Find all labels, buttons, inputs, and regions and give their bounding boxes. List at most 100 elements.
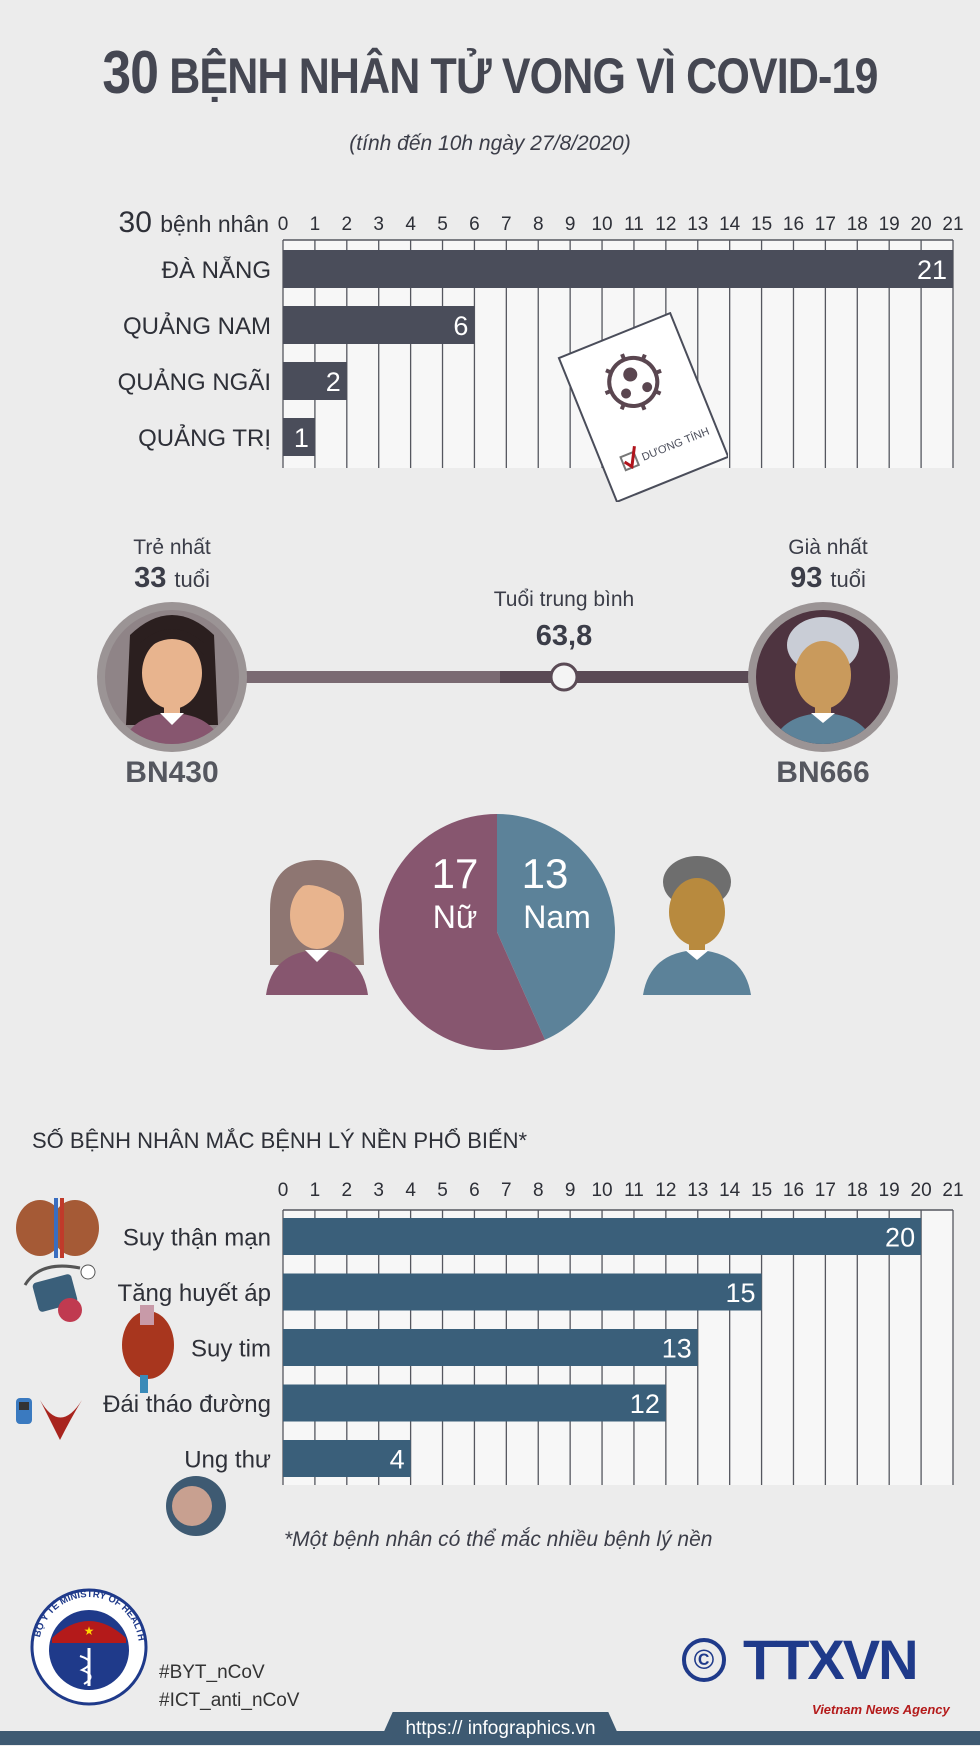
check-icon — [623, 446, 636, 470]
tick-label: 13 — [687, 1180, 708, 1201]
bar — [283, 1384, 666, 1422]
tick-label: 10 — [591, 1180, 612, 1201]
category-label: QUẢNG NAM — [123, 311, 271, 340]
bar — [283, 1218, 922, 1255]
tick-label: 1 — [310, 1180, 321, 1201]
tick-label: 6 — [469, 1180, 480, 1201]
tick-label: 3 — [373, 1180, 384, 1201]
positive-test-card: DƯƠNG TÍNH — [557, 312, 728, 502]
tick-label: 21 — [942, 214, 963, 235]
tick-label: 12 — [655, 1180, 676, 1201]
star-icon: ★ — [84, 1624, 95, 1638]
tick-label: 2 — [342, 1180, 353, 1201]
category-label: Suy tim — [191, 1336, 271, 1363]
tick-label: 21 — [942, 1180, 963, 1201]
tick-label: 12 — [655, 214, 676, 235]
youngest-age-value: 33 — [134, 562, 167, 594]
comorbidity-chart-title: SỐ BỆNH NHÂN MẮC BỆNH LÝ NỀN PHỔ BIẾN* — [32, 1128, 528, 1153]
tick-label: 2 — [342, 214, 353, 235]
ministry-of-health-logo: ★ BỘ Y TẾ MINISTRY OF HEALTH — [30, 1588, 148, 1706]
cancer-cell-icon — [166, 1476, 226, 1536]
tick-label: 0 — [278, 214, 289, 235]
oldest-patient-avatar — [748, 602, 898, 752]
tick-label: 5 — [437, 1180, 448, 1201]
bar-value-label: 2 — [326, 367, 341, 397]
bar-value-label: 12 — [630, 1389, 660, 1419]
oldest-age-value: 93 — [790, 562, 823, 594]
bar — [283, 418, 315, 456]
tick-label: 18 — [847, 214, 868, 235]
category-label: QUẢNG NGÃI — [118, 367, 271, 396]
tick-label: 10 — [591, 214, 612, 235]
tick-label: 18 — [847, 1180, 868, 1201]
youngest-patient-avatar — [97, 602, 247, 752]
bar-value-label: 21 — [917, 255, 947, 285]
tick-label: 9 — [565, 214, 576, 235]
heart-icon — [122, 1305, 174, 1393]
male-count: 13 — [522, 850, 569, 897]
category-label: Ung thư — [184, 1447, 271, 1474]
female-count: 17 — [432, 850, 479, 897]
footnote: *Một bệnh nhân có thể mắc nhiều bệnh lý … — [284, 1528, 713, 1551]
bar-value-label: 6 — [453, 311, 468, 341]
bar — [283, 1329, 698, 1366]
hashtag-byt[interactable]: #BYT_nCoV — [159, 1662, 265, 1683]
title-number: 30 — [102, 39, 159, 106]
average-age-label: Tuổi trung bình — [493, 588, 635, 611]
bar — [283, 306, 475, 344]
agency-name: Vietnam News Agency — [812, 1702, 950, 1717]
tick-label: 16 — [783, 214, 804, 235]
category-label: QUẢNG TRỊ — [138, 423, 271, 452]
tick-label: 4 — [405, 214, 416, 235]
tick-label: 4 — [405, 1180, 416, 1201]
tick-label: 20 — [911, 214, 932, 235]
subtitle: (tính đến 10h ngày 27/8/2020) — [349, 132, 631, 155]
tick-label: 7 — [501, 214, 512, 235]
bar — [283, 1440, 411, 1477]
category-label: Tăng huyết áp — [118, 1280, 271, 1307]
bar-value-label: 15 — [726, 1278, 756, 1308]
age-unit: tuổi — [174, 567, 210, 592]
bar — [283, 250, 953, 288]
average-marker — [549, 662, 579, 692]
bar-value-label: 4 — [390, 1445, 405, 1475]
tick-label: 17 — [815, 214, 836, 235]
age-range-graphic — [97, 602, 898, 752]
youngest-label: Trẻ nhất — [133, 536, 211, 559]
bar-value-label: 20 — [885, 1223, 915, 1253]
tick-label: 13 — [687, 214, 708, 235]
tick-label: 1 — [310, 214, 321, 235]
oldest-age: 93 tuổi — [748, 562, 908, 595]
youngest-patient-id: BN430 — [125, 756, 219, 789]
tick-label: 9 — [565, 1180, 576, 1201]
copyright-icon: © — [682, 1638, 726, 1682]
pie-slice-female — [379, 814, 545, 1050]
tick-label: 20 — [911, 1180, 932, 1201]
age-range-line-left — [240, 671, 500, 683]
tick-label: 3 — [373, 214, 384, 235]
hashtag-ict[interactable]: #ICT_anti_nCoV — [159, 1690, 300, 1711]
ttxvn-logo: TTXVN — [743, 1628, 919, 1691]
oldest-label: Già nhất — [788, 536, 868, 559]
disease-icons — [16, 1198, 226, 1536]
website-link[interactable]: https:// infographics.vn — [378, 1712, 623, 1745]
bar — [283, 362, 347, 400]
tick-label: 8 — [533, 214, 544, 235]
comorbidity-bar-chart: 0 1 2 3 4 5 6 7 8 9 10 11 12 13 14 15 16 17 18 19 20 2120Suy … — [103, 1180, 964, 1485]
tick-label: 15 — [751, 1180, 772, 1201]
tick-label: 15 — [751, 214, 772, 235]
tick-label: 8 — [533, 1180, 544, 1201]
tick-label: 14 — [719, 1180, 741, 1201]
category-label: ĐÀ NẴNG — [162, 256, 271, 284]
tick-label: 19 — [879, 214, 900, 235]
male-figure-icon — [643, 856, 751, 995]
blood-pressure-icon — [23, 1264, 96, 1322]
tick-label: 7 — [501, 1180, 512, 1201]
page-title: 30 BỆNH NHÂN TỬ VONG VÌ COVID-19 — [69, 38, 912, 107]
tick-label: 19 — [879, 1180, 900, 1201]
male-label: Nam — [523, 899, 591, 935]
youngest-age: 33 tuổi — [92, 562, 252, 595]
tick-label: 11 — [624, 1180, 644, 1201]
diabetes-icon — [16, 1398, 82, 1440]
